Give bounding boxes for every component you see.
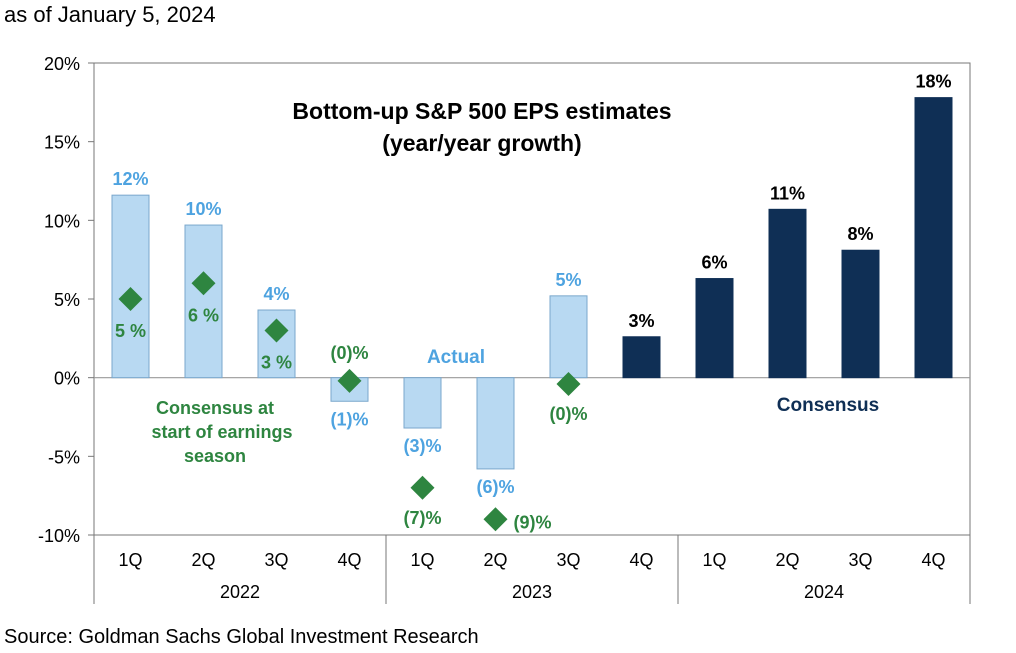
consensus-start-diamond [556, 371, 581, 396]
y-tick-label: 10% [44, 211, 80, 231]
chart-title: Bottom-up S&P 500 EPS estimates [292, 98, 671, 124]
consensus-start-value-label: (7)% [403, 508, 441, 528]
chart-bars [111, 97, 953, 470]
quarter-tick-label: 2Q [775, 550, 799, 570]
quarter-tick-label: 3Q [556, 550, 580, 570]
chart-axes: -10% -5% 0% 5% 10% 15% 20% 2022 2023 2024 1Q 2Q 3Q 4Q… [38, 54, 971, 604]
year-group-label: 2023 [512, 582, 552, 602]
actual-bar [111, 194, 150, 379]
actual-value-label: 5% [555, 270, 581, 290]
y-tick-label: -10% [38, 526, 80, 546]
actual-value-label: (6)% [476, 477, 514, 497]
chart-labels: 12% 10% 4% (1)% (3)% (6)% 5% 3% 6% 11% 8% 18% 5 % 6 %… [112, 72, 951, 533]
quarter-tick-label: 1Q [118, 550, 142, 570]
quarter-tick-label: 3Q [264, 550, 288, 570]
source-note: Source: Goldman Sachs Global Investment … [4, 626, 479, 648]
consensus-start-annotation-line-1: Consensus at [156, 398, 274, 418]
consensus-bar [622, 336, 661, 379]
year-group-label: 2022 [220, 582, 260, 602]
actual-bar [476, 377, 515, 470]
quarter-tick-label: 2Q [191, 550, 215, 570]
y-tick-label: -5% [48, 447, 80, 467]
actual-bar [403, 377, 442, 429]
actual-value-label: 4% [263, 284, 289, 304]
quarter-tick-label: 2Q [483, 550, 507, 570]
actual-value-label: 10% [185, 199, 221, 219]
actual-value-label: (3)% [403, 436, 441, 456]
consensus-start-diamond [410, 475, 435, 500]
consensus-start-value-label: (9)% [514, 512, 552, 532]
consensus-value-label: 3% [628, 311, 654, 331]
consensus-bar [841, 249, 880, 379]
consensus-value-label: 11% [770, 183, 805, 203]
consensus-start-value-label: 3 % [261, 352, 292, 372]
quarter-tick-label: 1Q [410, 550, 434, 570]
actual-bar [184, 224, 223, 379]
quarter-tick-label: 1Q [702, 550, 726, 570]
consensus-start-diamond [483, 507, 508, 532]
consensus-start-value-label: (0)% [330, 343, 368, 363]
consensus-start-value-label: 6 % [188, 305, 219, 325]
consensus-bar [914, 97, 953, 379]
actual-value-label: 12% [112, 169, 148, 189]
quarter-tick-label: 4Q [921, 550, 945, 570]
consensus-bar [768, 208, 807, 379]
actual-annotation: Actual [427, 347, 485, 368]
consensus-start-annotation-line-3: season [184, 446, 246, 466]
y-tick-label: 20% [44, 54, 80, 74]
quarter-tick-label: 4Q [337, 550, 361, 570]
consensus-bar [695, 278, 734, 379]
consensus-value-label: 18% [915, 72, 951, 92]
y-tick-label: 5% [54, 290, 80, 310]
consensus-value-label: 6% [701, 253, 727, 273]
year-group-label: 2024 [804, 582, 844, 602]
y-tick-label: 0% [54, 369, 80, 389]
actual-value-label: (1)% [330, 409, 368, 429]
consensus-start-diamond [264, 318, 289, 343]
as-of-date: as of January 5, 2024 [4, 2, 216, 27]
consensus-start-diamond [191, 271, 216, 296]
chart-subtitle: (year/year growth) [382, 130, 581, 156]
consensus-start-diamond [337, 368, 362, 393]
consensus-value-label: 8% [847, 224, 873, 244]
consensus-start-value-label: 5 % [115, 321, 146, 341]
quarter-tick-label: 3Q [848, 550, 872, 570]
consensus-start-diamond [118, 287, 143, 311]
consensus-start-value-label: (0)% [549, 404, 587, 424]
quarter-tick-label: 4Q [629, 550, 653, 570]
consensus-start-annotation-line-2: start of earnings [151, 422, 292, 442]
actual-bar [549, 295, 588, 379]
chart-marks [118, 271, 581, 532]
consensus-annotation: Consensus [777, 395, 879, 416]
y-tick-label: 15% [44, 133, 80, 153]
